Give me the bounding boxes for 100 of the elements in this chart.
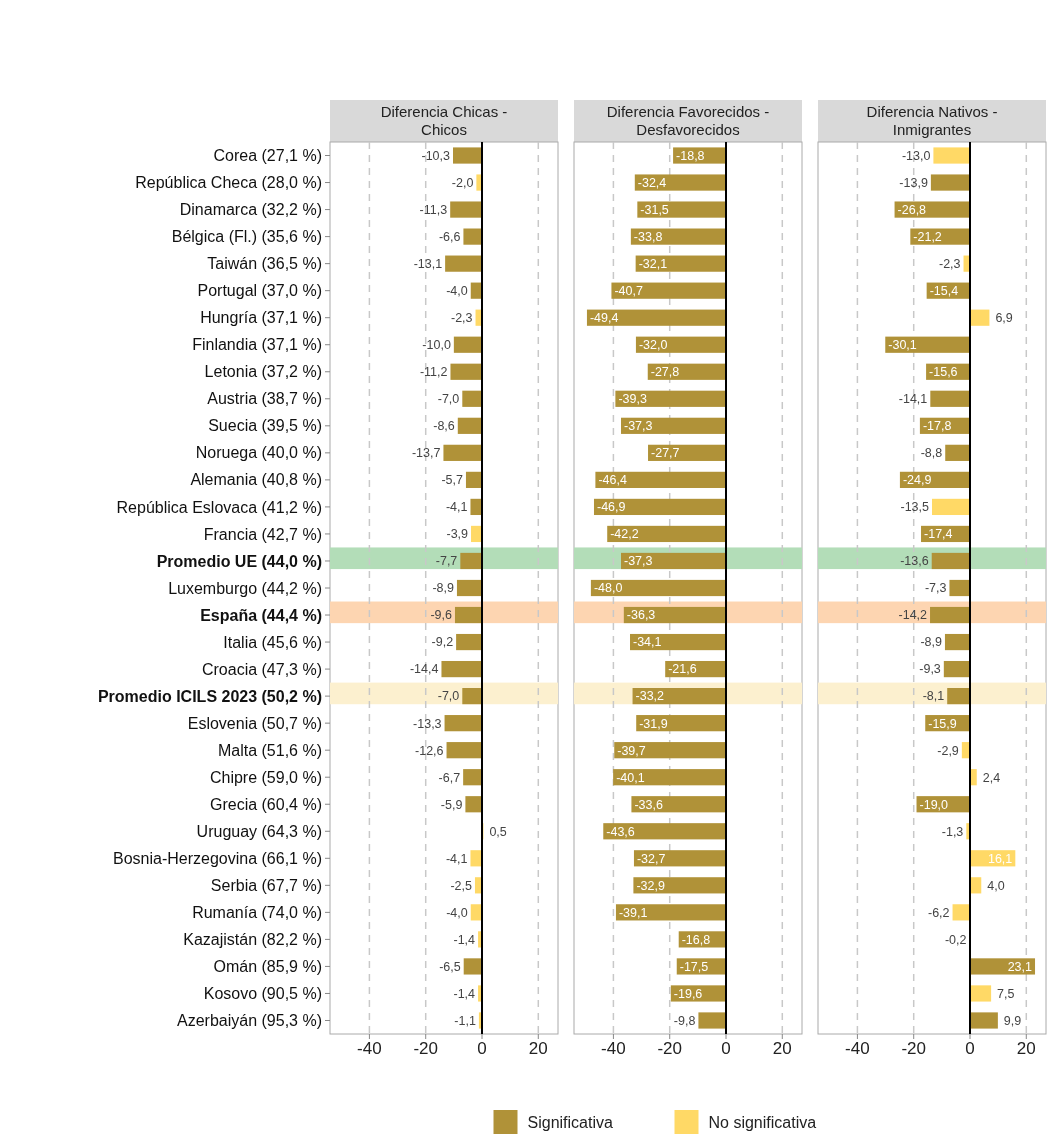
x-tick-label: -40 bbox=[845, 1039, 870, 1058]
y-tick-label: Omán (85,9 %) bbox=[213, 958, 322, 976]
x-tick-label: 0 bbox=[477, 1039, 487, 1058]
x-tick-label: -40 bbox=[357, 1039, 382, 1058]
x-tick-label: -20 bbox=[901, 1039, 926, 1058]
data-label: -8,9 bbox=[920, 635, 942, 650]
y-tick-label: Bosnia-Herzegovina (66,1 %) bbox=[113, 849, 322, 867]
data-label: -31,5 bbox=[640, 202, 669, 217]
y-tick-label: Croacia (47,3 %) bbox=[201, 660, 322, 678]
bar bbox=[930, 174, 970, 191]
y-tick-label: Finlandia (37,1 %) bbox=[192, 336, 322, 354]
x-tick-label: 20 bbox=[772, 1039, 792, 1058]
data-label: 0,5 bbox=[489, 824, 507, 839]
bar bbox=[931, 552, 970, 570]
data-label: -2,9 bbox=[937, 743, 959, 758]
data-label: -2,0 bbox=[451, 175, 474, 190]
data-label: -27,7 bbox=[651, 446, 680, 461]
chart-title: Diferencia Chicas - Chicos bbox=[380, 103, 508, 139]
data-label: -6,5 bbox=[439, 959, 461, 974]
data-label: -33,2 bbox=[635, 689, 665, 704]
data-label: -40,1 bbox=[616, 770, 645, 785]
data-label: -6,2 bbox=[928, 905, 950, 920]
data-label: -21,6 bbox=[668, 662, 697, 677]
data-label: -8,9 bbox=[432, 581, 454, 596]
bar bbox=[952, 904, 970, 921]
data-label: -33,8 bbox=[633, 229, 663, 244]
bar bbox=[894, 201, 970, 218]
data-label: -9,8 bbox=[673, 1013, 696, 1028]
data-label: -26,8 bbox=[897, 202, 927, 217]
data-label: -30,1 bbox=[888, 338, 917, 353]
bar bbox=[930, 390, 970, 407]
x-tick-label: -20 bbox=[657, 1039, 682, 1058]
bar bbox=[970, 1012, 998, 1029]
data-label: -34,1 bbox=[633, 635, 662, 650]
data-label: -15,6 bbox=[929, 365, 958, 380]
y-tick-label: Azerbaiyán (95,3 %) bbox=[177, 1012, 322, 1030]
data-label: -14,2 bbox=[898, 608, 928, 623]
data-label: -14,4 bbox=[409, 662, 439, 677]
data-label: -10,3 bbox=[421, 148, 451, 163]
data-label: -13,5 bbox=[900, 500, 930, 515]
y-tick-label: Promedio UE (44,0 %) bbox=[156, 552, 322, 570]
data-label: -4,0 bbox=[446, 284, 468, 299]
data-label: -11,2 bbox=[419, 365, 448, 380]
data-label: -5,9 bbox=[440, 797, 463, 812]
data-label: -8,8 bbox=[920, 446, 943, 461]
data-label: -37,3 bbox=[624, 554, 653, 569]
data-label: -40,7 bbox=[614, 284, 643, 299]
data-label: -39,1 bbox=[618, 905, 648, 920]
data-label: -4,0 bbox=[446, 905, 468, 920]
data-label: -9,3 bbox=[919, 662, 941, 677]
data-label: -1,4 bbox=[453, 986, 476, 1001]
data-label: -15,4 bbox=[929, 284, 959, 299]
data-label: -46,9 bbox=[596, 500, 626, 515]
data-label: -0,2 bbox=[944, 932, 967, 947]
x-tick-label: -20 bbox=[413, 1039, 438, 1058]
y-tick-label: Uruguay (64,3 %) bbox=[196, 822, 322, 840]
data-label: -13,9 bbox=[899, 175, 928, 190]
y-tick-label: República Eslovaca (41,2 %) bbox=[116, 498, 322, 516]
legend-label: Significativa bbox=[527, 1113, 613, 1131]
data-label: -32,0 bbox=[638, 338, 668, 353]
y-tick-label: Francia (42,7 %) bbox=[203, 525, 322, 543]
data-label: -21,2 bbox=[913, 229, 942, 244]
data-label: -13,7 bbox=[411, 446, 441, 461]
data-label: -39,7 bbox=[617, 743, 646, 758]
data-label: -6,6 bbox=[438, 229, 461, 244]
data-label: -2,3 bbox=[450, 311, 473, 326]
y-tick-label: España (44,4 %) bbox=[200, 606, 322, 624]
y-tick-label: Eslovenia (50,7 %) bbox=[187, 714, 322, 732]
data-label: -7,3 bbox=[924, 581, 947, 596]
data-label: -13,0 bbox=[901, 148, 931, 163]
x-tick-label: -40 bbox=[601, 1039, 626, 1058]
data-label: 23,1 bbox=[1007, 959, 1033, 974]
data-label: -3,9 bbox=[446, 527, 469, 542]
data-label: -10,0 bbox=[422, 338, 451, 353]
bar bbox=[930, 606, 970, 624]
y-tick-label: Letonia (37,2 %) bbox=[204, 363, 322, 381]
data-label: -33,6 bbox=[634, 797, 663, 812]
data-label: -32,4 bbox=[637, 175, 667, 190]
chart-title: Diferencia Nativos - Inmigrantes bbox=[866, 103, 998, 139]
chart-title: Diferencia Favorecidos - Desfavorecidos bbox=[606, 103, 770, 139]
y-tick-label: República Checa (28,0 %) bbox=[135, 174, 322, 192]
data-label: -17,8 bbox=[922, 419, 952, 434]
bar bbox=[945, 444, 970, 461]
y-tick-label: Alemania (40,8 %) bbox=[190, 471, 322, 489]
data-label: -49,4 bbox=[589, 311, 619, 326]
legend-label: No significativa bbox=[708, 1113, 817, 1131]
y-tick-label: Kazajistán (82,2 %) bbox=[183, 930, 322, 948]
bar bbox=[943, 660, 970, 678]
data-label: -11,3 bbox=[419, 202, 448, 217]
data-label: -32,9 bbox=[636, 878, 665, 893]
bar bbox=[932, 498, 970, 516]
y-tick-label: Corea (27,1 %) bbox=[213, 147, 322, 165]
bar bbox=[933, 147, 970, 164]
x-tick-label: 0 bbox=[721, 1039, 731, 1058]
data-label: -39,3 bbox=[618, 392, 647, 407]
data-label: -48,0 bbox=[593, 581, 623, 596]
data-label: -31,9 bbox=[639, 716, 668, 731]
data-label: -17,4 bbox=[924, 527, 953, 542]
data-label: -15,9 bbox=[928, 716, 957, 731]
bar bbox=[949, 579, 970, 597]
